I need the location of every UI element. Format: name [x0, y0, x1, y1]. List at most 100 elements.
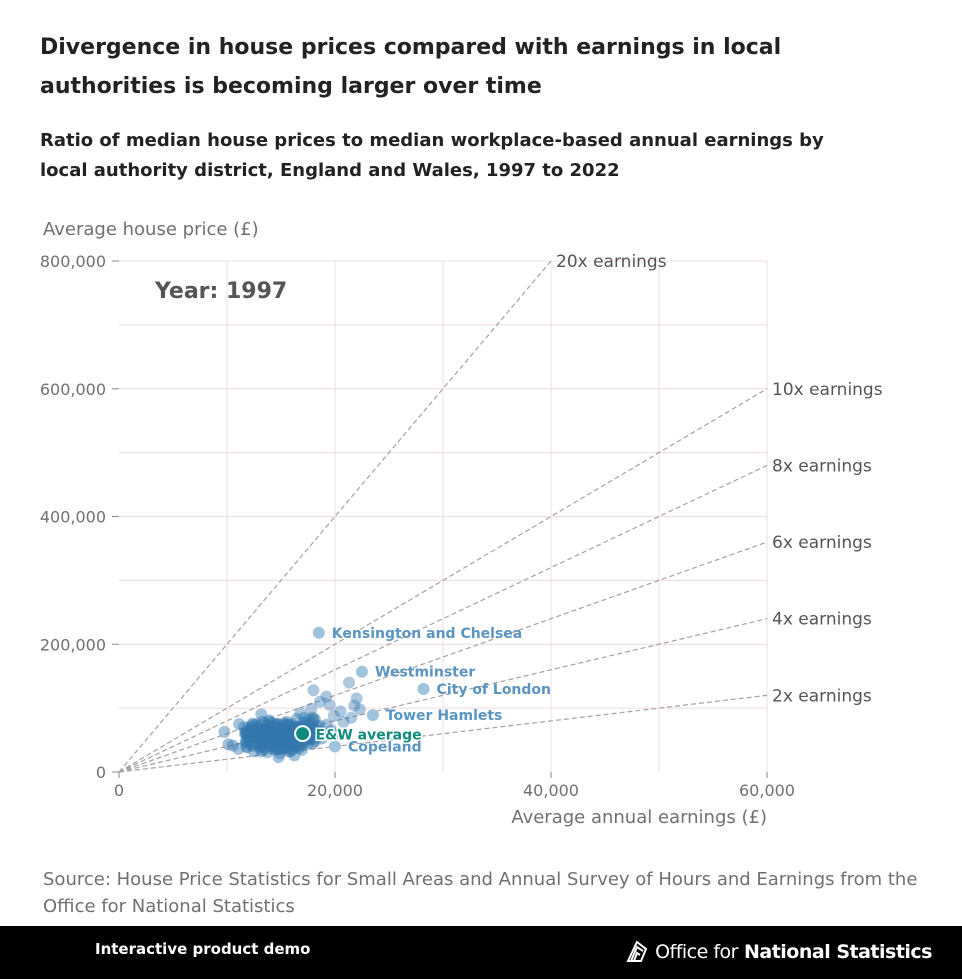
- reference-line: [118, 694, 768, 773]
- data-point: [269, 733, 282, 746]
- data-point: [254, 738, 267, 751]
- data-point: [278, 727, 291, 740]
- data-point: [282, 742, 295, 755]
- data-point: [277, 719, 290, 732]
- data-point: [267, 732, 280, 745]
- data-point: [337, 716, 350, 729]
- data-point: [249, 724, 262, 737]
- data-point: [280, 734, 293, 747]
- ons-brand[interactable]: Office for National Statistics: [625, 939, 933, 965]
- data-point: [255, 745, 268, 758]
- data-point: [280, 718, 293, 731]
- data-point: [245, 721, 258, 734]
- data-point: [273, 731, 286, 744]
- data-point: [247, 727, 260, 740]
- data-point: [286, 738, 299, 751]
- data-point: [246, 717, 259, 730]
- data-point: [226, 739, 239, 752]
- data-point: [328, 727, 341, 740]
- data-point: [263, 721, 276, 734]
- data-point: [263, 742, 276, 755]
- data-point: [263, 715, 276, 728]
- y-tick-label: 800,000: [40, 252, 106, 271]
- data-point: [348, 699, 361, 712]
- data-point: [274, 737, 287, 750]
- data-point: [265, 727, 278, 740]
- data-point: [263, 725, 276, 738]
- data-point: [254, 736, 267, 749]
- data-point: [277, 731, 290, 744]
- data-point: [315, 725, 328, 738]
- data-point: [254, 730, 267, 743]
- data-point: [272, 751, 285, 764]
- highlighted-point-label: Westminster: [375, 665, 475, 681]
- data-point: [262, 733, 275, 746]
- data-point: [277, 736, 290, 749]
- data-point: [260, 727, 273, 740]
- data-point: [251, 725, 264, 738]
- data-point: [272, 742, 285, 755]
- data-point: [308, 713, 321, 726]
- data-point: [259, 734, 272, 747]
- data-point: [262, 733, 275, 746]
- data-point: [252, 719, 265, 732]
- data-point: [268, 718, 281, 731]
- data-point: [257, 724, 270, 737]
- data-point: [279, 732, 292, 745]
- x-tick-label: 40,000: [523, 781, 579, 800]
- data-point: [283, 730, 296, 743]
- data-point: [276, 727, 289, 740]
- data-point: [268, 741, 281, 754]
- data-point: [274, 730, 287, 743]
- data-point: [268, 737, 281, 750]
- data-point: [350, 692, 363, 705]
- data-point: [249, 726, 262, 739]
- data-point: [270, 727, 283, 740]
- source-note: Source: House Price Statistics for Small…: [43, 869, 918, 917]
- data-point: [267, 731, 280, 744]
- data-point: [281, 739, 294, 752]
- data-point: [270, 722, 283, 735]
- data-point: [245, 738, 258, 751]
- data-point: [265, 722, 278, 735]
- data-point: [246, 739, 259, 752]
- chart-subtitle: Ratio of median house prices to median w…: [40, 130, 824, 181]
- data-point: [268, 730, 281, 743]
- reference-line-label: 4x earnings: [772, 610, 872, 630]
- data-point: [270, 726, 283, 739]
- data-point: [268, 734, 281, 747]
- y-tick-label: 0: [96, 763, 106, 782]
- data-point: [258, 742, 271, 755]
- data-point: [218, 725, 231, 738]
- axes: 0 200,000 400,000 600,000 800,000 0 20,000 40,0…: [40, 252, 795, 800]
- data-point: [232, 742, 245, 755]
- data-point: [263, 723, 276, 736]
- data-point: [276, 735, 289, 748]
- brand-bold-text: National Statistics: [743, 941, 933, 963]
- data-point: [295, 743, 308, 756]
- data-point: [276, 727, 289, 740]
- data-point: [277, 722, 290, 735]
- data-point: [289, 739, 302, 752]
- data-point: [270, 740, 283, 753]
- data-point: [274, 733, 287, 746]
- highlighted-point: [329, 740, 341, 753]
- highlighted-point-label: Tower Hamlets: [386, 708, 503, 724]
- data-point: [302, 713, 315, 726]
- data-point: [281, 721, 294, 734]
- data-point: [248, 731, 261, 744]
- data-point: [265, 740, 278, 753]
- average-point-label: E&W average: [316, 728, 422, 744]
- data-point: [284, 740, 297, 753]
- data-point: [272, 740, 285, 753]
- data-point: [233, 718, 246, 731]
- data-point: [292, 742, 305, 755]
- data-point: [272, 736, 285, 749]
- highlighted-point: [312, 626, 325, 639]
- data-point: [353, 703, 366, 716]
- data-point: [315, 732, 328, 745]
- scatter-chart: 20x earnings 10x earnings 8x earnings 6x ea…: [40, 219, 883, 828]
- data-point: [252, 725, 265, 738]
- data-point: [254, 725, 267, 738]
- data-point: [327, 709, 340, 722]
